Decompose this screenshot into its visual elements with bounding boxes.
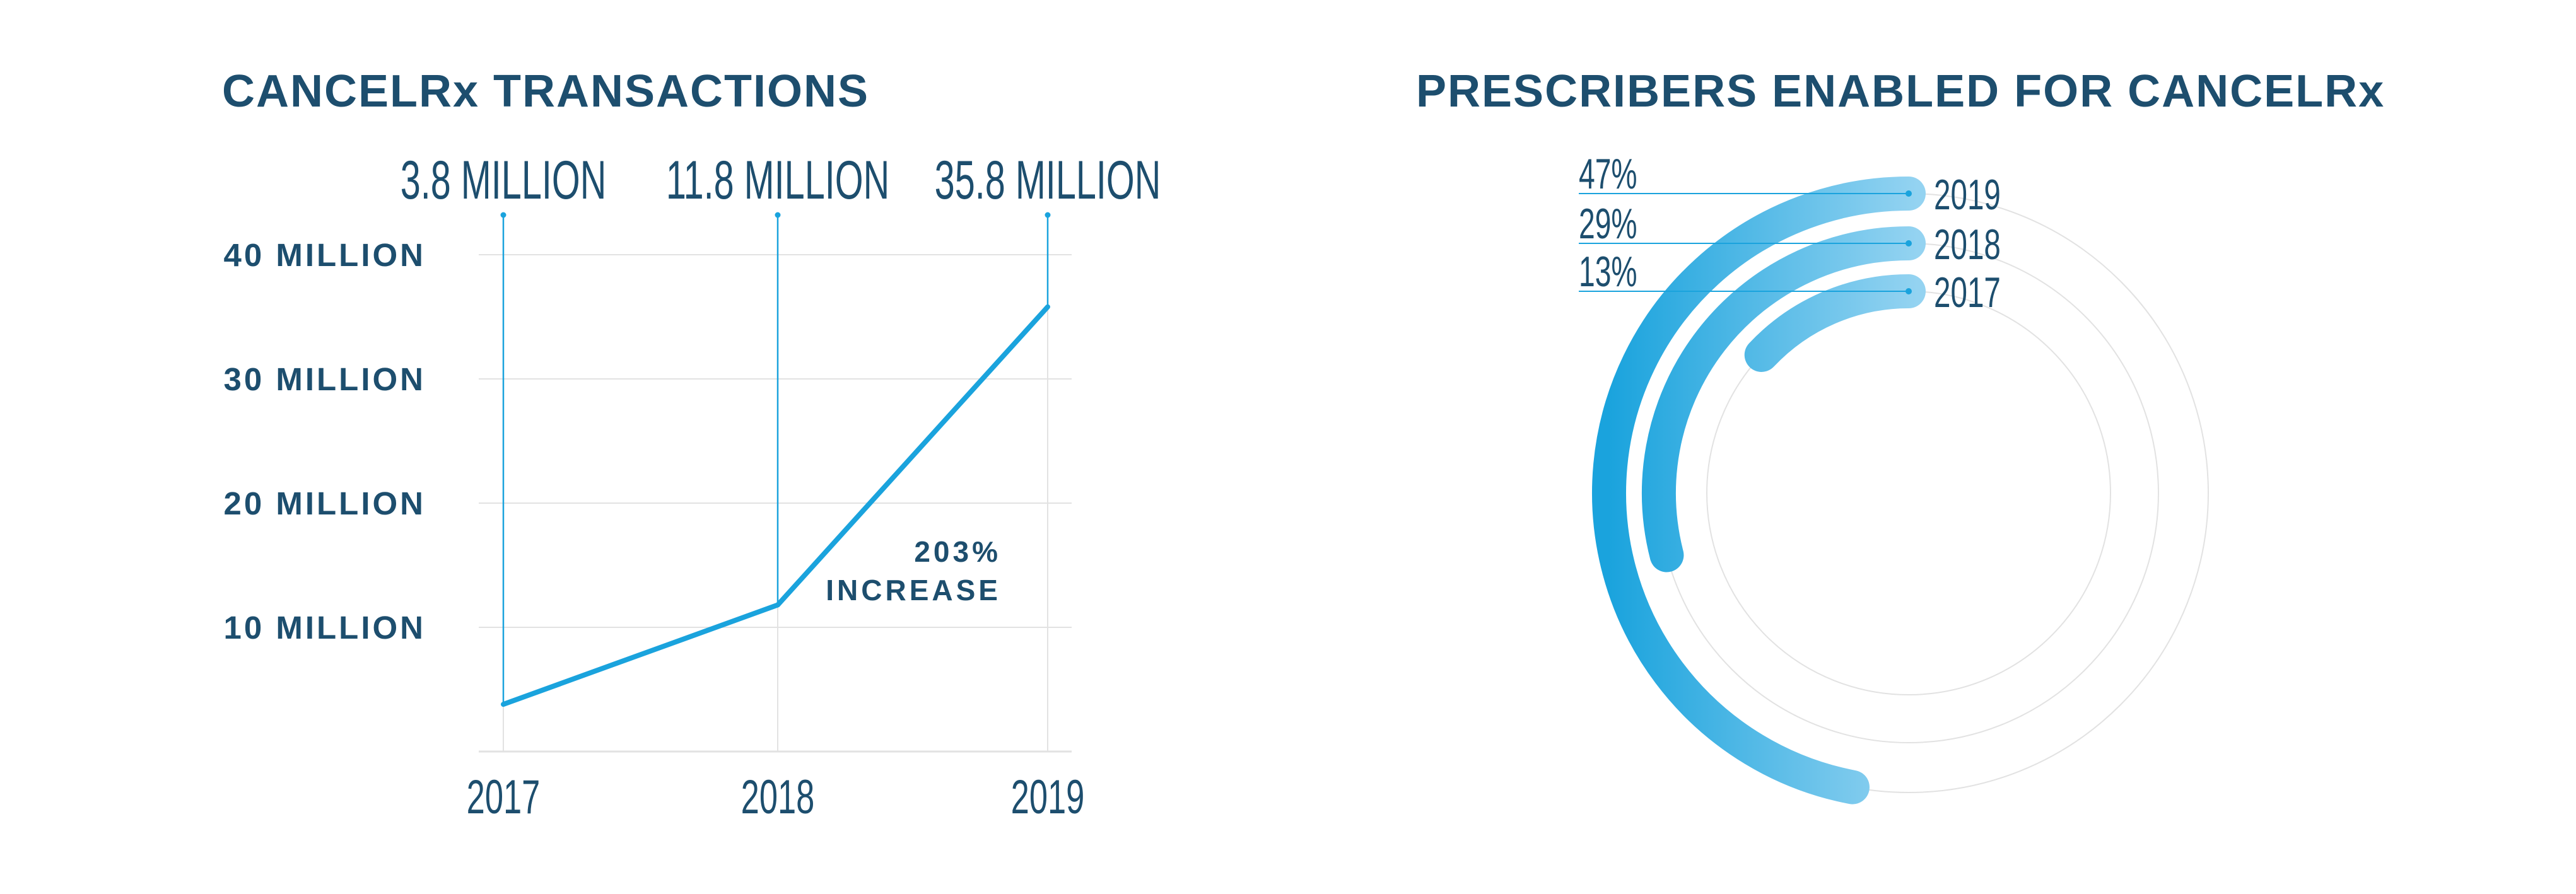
value-label: 29% xyxy=(1579,200,1637,248)
grid xyxy=(479,254,1072,753)
leader-dot xyxy=(775,212,781,218)
x-tick-label: 2017 xyxy=(467,770,541,823)
x-tick-label: 2018 xyxy=(741,770,815,823)
x-tick-label: 2019 xyxy=(1011,770,1085,823)
value-labels: 3.8 MILLION 11.8 MILLION 35.8 MILLION xyxy=(401,149,1161,210)
radial-bar-2018 xyxy=(1642,226,1926,572)
radial-chart: PRESCRIBERS ENABLED FOR CANCELRx 47% 2019… xyxy=(1416,66,2385,804)
leader-dot xyxy=(1906,288,1912,294)
leader-dot xyxy=(1906,190,1912,197)
annotation-percent: 203% xyxy=(914,535,1001,568)
x-axis: 2017 2018 2019 xyxy=(467,770,1085,823)
radial-chart-title: PRESCRIBERS ENABLED FOR CANCELRx xyxy=(1416,66,2385,117)
value-label: 11.8 MILLION xyxy=(666,149,889,210)
y-tick-label: 10 MILLION xyxy=(223,610,426,646)
value-leaders xyxy=(500,212,1051,705)
y-axis: 10 MILLION 20 MILLION 30 MILLION 40 MILLION xyxy=(223,237,426,646)
category-label: 2017 xyxy=(1934,269,2001,316)
line-chart: CANCELRx TRANSACTIONS 10 MILLION 20 MILLI… xyxy=(222,66,1161,823)
annotation-label: INCREASE xyxy=(826,574,1001,607)
radial-bars: 47% 2019 29% 2018 13% 2017 xyxy=(1579,150,2209,804)
y-tick-label: 40 MILLION xyxy=(223,237,426,273)
line-chart-title: CANCELRx TRANSACTIONS xyxy=(222,66,869,117)
value-label: 3.8 MILLION xyxy=(401,149,607,210)
y-tick-label: 20 MILLION xyxy=(223,485,426,521)
leader-dot xyxy=(1045,212,1051,218)
leader-dot xyxy=(500,212,506,218)
y-tick-label: 30 MILLION xyxy=(223,361,426,397)
radial-bar-2019 xyxy=(1592,177,1926,804)
leader-dot xyxy=(1906,240,1912,247)
value-label: 13% xyxy=(1579,248,1637,296)
category-label: 2018 xyxy=(1934,221,2001,269)
radial-bar-2017 xyxy=(1744,274,1926,372)
value-label: 35.8 MILLION xyxy=(935,149,1161,210)
category-label: 2019 xyxy=(1934,171,2001,219)
value-label: 47% xyxy=(1579,150,1637,198)
series-line xyxy=(501,304,1050,707)
